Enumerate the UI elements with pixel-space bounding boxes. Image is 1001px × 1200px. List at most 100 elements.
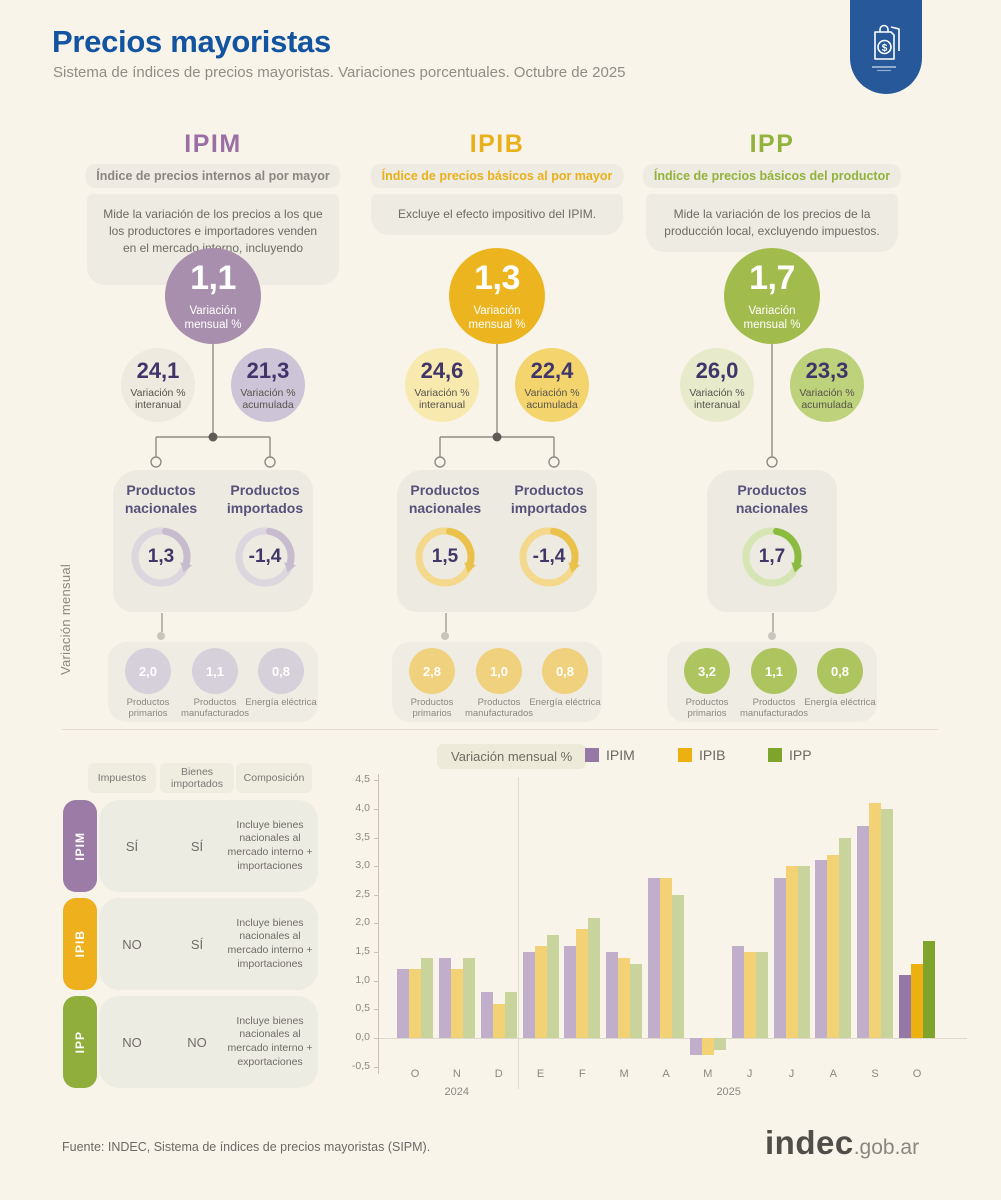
product-value: -1,4 — [532, 546, 566, 567]
year-separator-line — [518, 777, 519, 1089]
bar-ipp-3 — [546, 934, 559, 1038]
product-value: 1,5 — [431, 546, 459, 567]
breakdown-panel: 2,0 Productos primarios 1,1 Productos manuf… — [108, 642, 318, 722]
x-axis-tick-label: A — [829, 1068, 837, 1080]
index-title: IPIB — [469, 130, 525, 158]
panel-connector-line — [161, 613, 163, 632]
breakdown-circle: 0,8 — [258, 648, 304, 694]
x-axis-tick-label: F — [578, 1068, 586, 1080]
interannual-label: Variación % interanual — [689, 387, 745, 412]
accumulated-label: Variación % acumulada — [240, 387, 296, 412]
side-axis-label: Variación mensual — [58, 563, 73, 675]
monthly-value: 1,3 — [474, 259, 520, 297]
bar-ipp-7 — [713, 1038, 726, 1050]
table-tab-ipib: IPIB — [63, 898, 97, 990]
logo-text: indec — [765, 1124, 854, 1161]
breakdown-circle: 2,0 — [125, 648, 171, 694]
breakdown-circle: 0,8 — [817, 648, 863, 694]
monthly-circle: 1,1 Variación mensual % — [165, 248, 261, 344]
connector-lines — [73, 335, 353, 470]
y-axis-tick-label: 1,0 — [355, 973, 370, 986]
y-axis-tick — [374, 980, 379, 982]
product-donut — [514, 522, 584, 592]
source-note: Fuente: INDEC, Sistema de índices de pre… — [62, 1140, 431, 1154]
panel-connector-dot — [768, 632, 776, 640]
bar-ipim-12 — [899, 975, 911, 1038]
breakdown-panel: 3,2 Productos primarios 1,1 Productos manuf… — [667, 642, 877, 722]
x-axis-tick-label: D — [494, 1068, 503, 1080]
legend-swatch — [678, 748, 692, 762]
impuestos-value: NO — [122, 936, 142, 952]
breakdown-label: Productos manufacturados — [739, 697, 809, 720]
legend-label: IPIB — [699, 747, 726, 763]
x-axis-tick-label: O — [912, 1068, 922, 1080]
bienes-importados-value: NO — [187, 1034, 207, 1050]
chart-title: Variación mensual % — [437, 744, 587, 769]
svg-text:$: $ — [882, 43, 888, 54]
accumulated-circle: 23,3 Variación % acumulada — [790, 348, 864, 422]
bienes-importados-value: SÍ — [190, 936, 204, 952]
logo-domain: .gob.ar — [853, 1136, 920, 1159]
bar-ipib-1 — [450, 969, 463, 1038]
page-title: Precios mayoristas — [52, 24, 331, 59]
bar-ipim-5 — [606, 952, 619, 1038]
table-tab-ipp: IPP — [63, 996, 97, 1088]
x-axis-tick-label: A — [662, 1068, 670, 1080]
y-axis-tick — [374, 837, 379, 839]
y-axis-tick-label: 4,5 — [355, 773, 370, 786]
y-axis-tick-label: 1,5 — [355, 945, 370, 957]
interannual-value: 24,1 — [136, 358, 180, 383]
panel-connector-line — [445, 613, 447, 632]
bar-ipp-1 — [462, 957, 475, 1038]
accumulated-value: 21,3 — [246, 358, 290, 383]
variation-arrow-ring-icon — [131, 527, 192, 587]
variation-arrow-ring-icon — [742, 527, 803, 587]
bar-ipim-8 — [731, 946, 744, 1038]
interannual-circle: 26,0 Variación % interanual — [680, 348, 754, 422]
breakdown-panel: 2,8 Productos primarios 1,0 Productos manuf… — [392, 642, 602, 722]
y-axis-tick-label: 3,0 — [355, 859, 370, 872]
product-donut — [737, 522, 807, 592]
index-description: Excluye el efecto impositivo del IPIM. — [371, 194, 623, 235]
y-axis-tick-label: 4,0 — [355, 801, 370, 814]
bar-ipib-5 — [618, 957, 631, 1038]
legend-item-ipib: IPIB — [678, 747, 725, 763]
index-title: IPIM — [184, 130, 242, 158]
bar-ipib-2 — [492, 1003, 505, 1038]
legend-item-ipp: IPP — [768, 747, 812, 763]
bar-ipim-0 — [397, 969, 409, 1038]
bar-ipp-9 — [797, 866, 810, 1038]
year-label-2024: 2024 — [444, 1086, 470, 1098]
table-col-header-1: Bienes importados — [160, 763, 234, 793]
year-label-2025: 2025 — [716, 1086, 741, 1098]
breakdown-circle: 1,0 — [476, 648, 522, 694]
x-axis-tick-label: S — [871, 1068, 879, 1080]
header-badge: $ — [850, 0, 922, 94]
panel-connector-line — [772, 613, 774, 632]
bar-ipim-3 — [522, 952, 535, 1038]
table-row-ipib: NO SÍ Incluye bienes nacionales al mercado… — [99, 898, 318, 990]
interannual-label: Variación % interanual — [414, 387, 470, 412]
y-axis-tick-label: 3,5 — [355, 830, 370, 843]
y-axis-tick — [374, 952, 379, 953]
x-axis-tick-label: M — [703, 1068, 713, 1080]
panel-connector-dot — [441, 632, 449, 640]
interannual-label: Variación % interanual — [130, 387, 186, 412]
products-panel: Productos nacionales 1,5 Productos import… — [397, 470, 597, 612]
connector-lines — [357, 335, 637, 470]
x-axis-tick-label: J — [788, 1068, 795, 1080]
table-col-header-0: Impuestos — [88, 763, 156, 793]
interannual-value: 24,6 — [420, 358, 464, 383]
index-definition: Índice de precios básicos del productor — [642, 164, 902, 188]
products-panel: Productos nacionales 1,7 — [707, 470, 837, 612]
product-value: 1,7 — [758, 546, 786, 567]
x-axis-tick-label: O — [410, 1068, 420, 1080]
accumulated-circle: 22,4 Variación % acumulada — [515, 348, 589, 422]
breakdown-circle: 1,1 — [751, 648, 797, 694]
y-axis-tick — [374, 866, 379, 868]
y-axis-tick-label: 2,0 — [355, 916, 370, 929]
y-axis-tick-label: 0,0 — [355, 1031, 370, 1043]
table-row-ipim: SÍ SÍ Incluye bienes nacionales al mercado… — [99, 800, 318, 892]
legend-label: IPIM — [606, 747, 635, 763]
y-axis-tick-label: 2,5 — [355, 887, 370, 900]
